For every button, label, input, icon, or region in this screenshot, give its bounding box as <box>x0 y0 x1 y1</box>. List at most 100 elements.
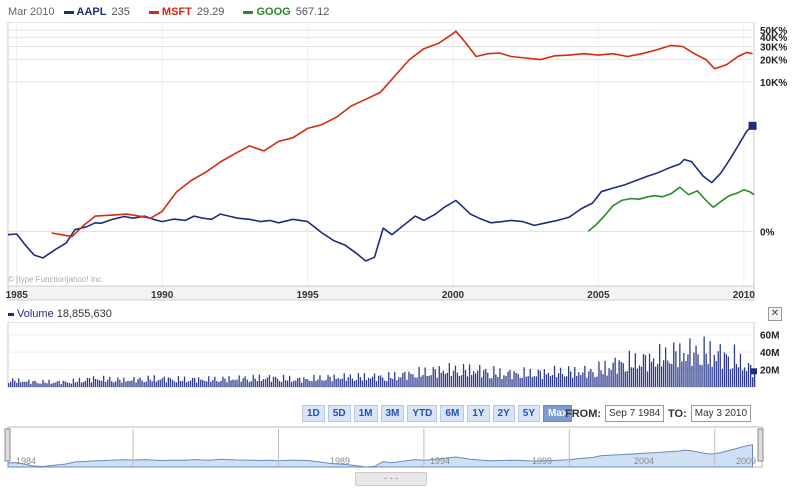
volume-bar <box>418 366 420 387</box>
volume-bar <box>236 379 238 387</box>
volume-bar <box>612 362 614 387</box>
range-1d-button[interactable]: 1D <box>302 405 325 422</box>
volume-bar <box>438 366 440 387</box>
volume-bar <box>416 377 418 387</box>
volume-bar <box>262 379 264 387</box>
volume-bar <box>537 369 539 387</box>
navigator-chart[interactable]: 1984 1989 1994 1999 2004 2009 <box>0 425 800 471</box>
volume-bar <box>317 379 319 387</box>
volume-bar <box>679 343 681 387</box>
volume-bar <box>606 375 608 387</box>
y-tick-label: 50K% <box>760 26 787 37</box>
volume-bar <box>570 371 572 387</box>
volume-bar <box>456 372 459 387</box>
volume-bar <box>287 380 289 387</box>
range-5y-button[interactable]: 5Y <box>517 405 541 422</box>
volume-bar <box>574 367 576 387</box>
volume-bar <box>743 367 746 387</box>
volume-bar <box>735 364 738 387</box>
y-tick-label: 40K% <box>760 33 787 44</box>
volume-bar <box>675 351 677 387</box>
volume-bar <box>396 380 398 387</box>
navigator-label: 1994 <box>430 456 450 466</box>
volume-bar <box>232 379 234 387</box>
volume-bar <box>369 378 372 387</box>
volume-bar <box>313 374 315 387</box>
x-axis-band <box>7 285 755 301</box>
volume-bar <box>349 374 351 387</box>
volume-bar <box>246 379 248 387</box>
volume-bar <box>109 376 111 387</box>
volume-bar <box>365 380 368 387</box>
volume-bar <box>303 377 305 387</box>
range-6m-button[interactable]: 6M <box>440 405 465 422</box>
volume-bar <box>477 370 479 387</box>
navigator-left-handle[interactable] <box>4 428 11 462</box>
volume-bar <box>624 371 626 387</box>
volume-bar <box>487 372 489 387</box>
volume-bar <box>709 341 711 387</box>
volume-bar <box>99 380 101 387</box>
volume-bar <box>194 378 196 387</box>
volume-bar <box>373 373 376 387</box>
volume-bar <box>495 374 497 387</box>
volume-bar <box>640 366 643 387</box>
legend-msft[interactable]: MSFT 29.29 <box>148 6 224 18</box>
volume-bar <box>464 370 467 387</box>
volume-bar <box>18 378 20 387</box>
volume-bar <box>254 378 256 387</box>
volume-bar <box>28 379 30 387</box>
volume-bar <box>648 353 651 387</box>
legend-aapl[interactable]: AAPL 235 <box>63 6 130 18</box>
range-max-button[interactable]: Max <box>543 405 573 422</box>
navigator-grip[interactable]: - - - <box>355 472 427 486</box>
volume-bar <box>76 381 78 387</box>
volume-bar <box>117 377 119 387</box>
to-date-input[interactable]: May 3 2010 <box>690 405 752 422</box>
volume-bar <box>248 382 250 387</box>
volume-bar <box>137 379 139 387</box>
volume-bar <box>171 379 174 387</box>
price-chart[interactable]: 0% 10K% 20K% 30K%40K%50K% 1985 1990 1995 2000 2… <box>0 22 800 304</box>
volume-bar <box>406 379 408 387</box>
volume-bar <box>721 368 723 387</box>
y-tick-label: 10K% <box>760 78 787 89</box>
range-5d-button[interactable]: 5D <box>327 405 351 422</box>
volume-bar <box>129 380 131 387</box>
volume-bar <box>250 381 252 387</box>
range-3m-button[interactable]: 3M <box>380 405 405 422</box>
volume-bar <box>173 381 176 387</box>
volume-bar <box>220 380 222 387</box>
volume-bar <box>584 365 586 387</box>
y-tick-label: 30K% <box>760 43 787 54</box>
volume-bar <box>216 381 218 387</box>
range-2y-button[interactable]: 2Y <box>492 405 515 422</box>
range-1m-button[interactable]: 1M <box>353 405 378 422</box>
volume-bar <box>386 381 388 387</box>
navigator-right-handle[interactable] <box>757 428 764 462</box>
volume-bar <box>244 376 246 387</box>
volume-bar <box>252 374 254 387</box>
from-date-input[interactable]: Sep 7 1984 <box>605 405 665 422</box>
volume-bar <box>331 381 333 387</box>
volume-bar <box>452 370 455 387</box>
volume-bar <box>305 379 307 387</box>
volume-bar <box>481 377 483 387</box>
volume-bar <box>378 375 380 387</box>
x-tick-label: 2005 <box>587 290 610 301</box>
volume-bar <box>505 376 507 387</box>
legend-goog[interactable]: GOOG 567.12 <box>243 6 329 18</box>
volume-close-button[interactable]: ✕ <box>768 307 782 321</box>
from-label: FROM: <box>565 407 602 420</box>
volume-bar <box>94 379 97 387</box>
range-1y-button[interactable]: 1Y <box>467 405 490 422</box>
volume-bar <box>285 380 287 387</box>
volume-bar <box>689 338 691 387</box>
volume-bar <box>588 371 590 387</box>
range-ytd-button[interactable]: YTD <box>407 405 438 422</box>
volume-bar <box>234 380 236 387</box>
volume-bar <box>543 369 545 387</box>
volume-bar <box>701 365 703 387</box>
volume-bar <box>622 363 624 387</box>
volume-bar <box>620 361 622 387</box>
